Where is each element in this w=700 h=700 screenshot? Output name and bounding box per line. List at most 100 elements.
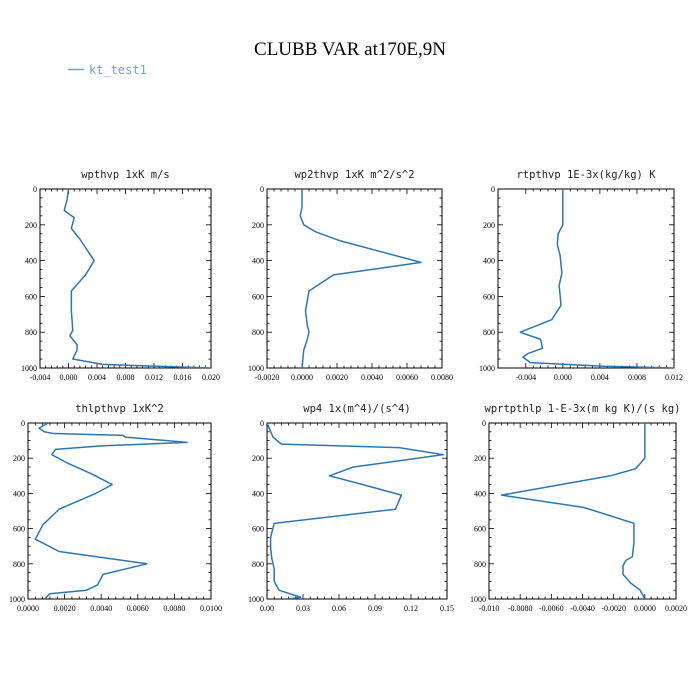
x-tick-label: 0.000	[554, 373, 572, 382]
x-tick-label: 0.016	[174, 373, 192, 382]
y-tick-label: 600	[13, 525, 25, 534]
y-tick-label: 400	[252, 489, 264, 498]
y-tick-label: 200	[483, 221, 495, 230]
y-tick-label: 600	[483, 292, 495, 301]
y-tick-label: 0	[491, 185, 495, 194]
x-tick-label: 0.12	[404, 604, 418, 613]
panel-title: thlpthvp 1xK^2	[75, 403, 164, 415]
axes-frame	[266, 422, 448, 600]
y-tick-label: 800	[474, 560, 486, 569]
y-tick-label: 800	[13, 560, 25, 569]
x-tick-label: 0.0000	[17, 604, 39, 613]
y-tick-label: 0	[482, 419, 486, 428]
panel-title: rtpthvp 1E-3x(kg/kg) K	[516, 169, 656, 181]
y-tick-label: 200	[252, 454, 264, 463]
y-tick-label: 800	[483, 328, 495, 337]
x-tick-label: 0.0000	[634, 604, 656, 613]
x-tick-label: 0.09	[368, 604, 382, 613]
y-tick-label: 400	[474, 489, 486, 498]
axes-frame	[488, 422, 677, 600]
x-tick-label: -0.0020	[601, 604, 626, 613]
panel-title: wpthvp 1xK m/s	[81, 169, 170, 181]
panel-title: wprtpthlp 1-E-3x(m kg K)/(s kg)	[485, 403, 681, 415]
x-tick-label: 0.0100	[200, 604, 222, 613]
y-tick-label: 1000	[248, 364, 264, 373]
x-tick-label: 0.0060	[396, 373, 418, 382]
x-tick-label: -0.010	[479, 604, 500, 613]
y-tick-label: 800	[25, 328, 37, 337]
series-line-kt-test1	[299, 189, 422, 368]
axes-frame	[39, 188, 212, 369]
y-tick-label: 400	[252, 257, 264, 266]
x-tick-label: 0.012	[665, 373, 683, 382]
axes-frame	[266, 188, 443, 369]
x-tick-label: -0.004	[515, 373, 536, 382]
x-tick-label: 0.0080	[431, 373, 453, 382]
y-tick-label: 0	[33, 185, 37, 194]
y-tick-label: 600	[252, 292, 264, 301]
axes-frame	[497, 188, 675, 369]
y-tick-label: 800	[252, 328, 264, 337]
chart-panel-2: wp2thvp 1xK m^2/s^2 0 200 400 600 800 1000-0.0…	[248, 169, 453, 382]
x-tick-label: 0.0020	[326, 373, 348, 382]
x-tick-label: -0.0040	[570, 604, 595, 613]
x-tick-label: 0.000	[60, 373, 78, 382]
y-tick-label: 600	[252, 525, 264, 534]
x-tick-label: 0.15	[440, 604, 454, 613]
y-tick-label: 1000	[470, 595, 486, 604]
y-tick-label: 200	[13, 454, 25, 463]
series-line-kt-test1	[519, 189, 674, 368]
x-tick-label: 0.0060	[127, 604, 149, 613]
y-tick-label: 200	[474, 454, 486, 463]
figure-title: CLUBB VAR at170E,9N	[254, 39, 446, 60]
series-line-kt-test1	[63, 189, 211, 368]
y-tick-label: 400	[25, 257, 37, 266]
y-tick-label: 1000	[9, 595, 25, 604]
y-tick-label: 800	[252, 560, 264, 569]
x-tick-label: -0.0020	[255, 373, 280, 382]
chart-panel-6: wprtpthlp 1-E-3x(m kg K)/(s kg) 0 200 400 60…	[470, 403, 687, 613]
series-line-kt-test1	[500, 423, 646, 599]
x-tick-label: 0.004	[88, 373, 106, 382]
chart-panel-1: wpthvp 1xK m/s 0 200 400 600 800 1000-0.004 0.0…	[21, 169, 220, 382]
y-tick-label: 0	[260, 185, 264, 194]
series-line-kt-test1	[34, 423, 188, 599]
x-tick-label: 0.0040	[361, 373, 383, 382]
x-tick-label: 0.00	[260, 604, 274, 613]
series-line-kt-test1	[267, 423, 445, 599]
y-tick-label: 1000	[21, 364, 37, 373]
x-tick-label: 0.0020	[665, 604, 687, 613]
x-tick-label: 0.004	[591, 373, 609, 382]
y-tick-label: 0	[260, 419, 264, 428]
y-tick-label: 600	[474, 525, 486, 534]
y-tick-label: 400	[13, 489, 25, 498]
y-tick-label: 1000	[248, 595, 264, 604]
y-tick-label: 600	[25, 292, 37, 301]
x-tick-label: 0.020	[202, 373, 220, 382]
panel-title: wp2thvp 1xK m^2/s^2	[294, 169, 414, 181]
chart-panel-3: rtpthvp 1E-3x(kg/kg) K 0 200 400 600 800 1000 -…	[479, 169, 683, 382]
y-tick-label: 1000	[479, 364, 495, 373]
x-tick-label: 0.0000	[291, 373, 313, 382]
y-tick-label: 400	[483, 257, 495, 266]
x-tick-label: 0.008	[628, 373, 646, 382]
x-tick-label: 0.012	[145, 373, 163, 382]
x-tick-label: 0.0080	[163, 604, 185, 613]
legend-label-kt-test1: kt_test1	[89, 63, 147, 77]
legend: kt_test1	[68, 63, 147, 77]
y-tick-label: 0	[21, 419, 25, 428]
x-tick-label: -0.0060	[539, 604, 564, 613]
y-tick-label: 200	[25, 221, 37, 230]
x-tick-label: 0.0020	[54, 604, 76, 613]
panel-title: wp4 1x(m^4)/(s^4)	[303, 403, 410, 415]
x-tick-label: 0.03	[296, 604, 310, 613]
x-tick-label: 0.008	[117, 373, 135, 382]
x-tick-label: -0.0080	[508, 604, 533, 613]
x-tick-label: -0.004	[30, 373, 51, 382]
x-tick-label: 0.06	[332, 604, 346, 613]
y-tick-label: 200	[252, 221, 264, 230]
